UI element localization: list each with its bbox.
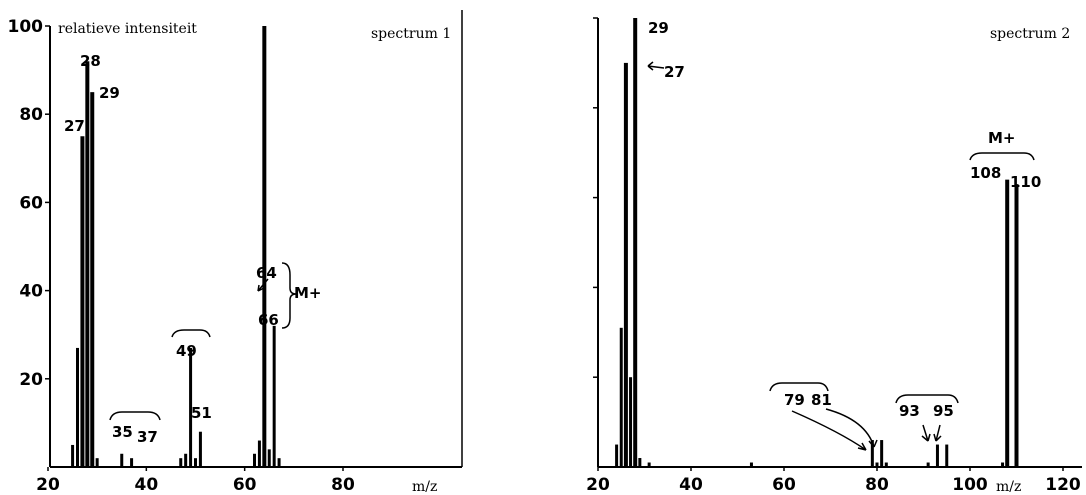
spectrum-2-peak	[870, 440, 874, 467]
peak-label: 27	[664, 63, 685, 81]
spectrum-2-peak	[633, 18, 638, 467]
peak-label: 37	[137, 428, 158, 446]
arrow-64	[257, 278, 269, 292]
peak-label: 27	[64, 117, 85, 135]
spectrum-1-peak	[267, 449, 271, 467]
y-tick-label: 40	[19, 282, 43, 302]
spectrum-1-x-axis-label: m/z	[412, 479, 437, 495]
peak-label: 35	[112, 423, 133, 441]
x-tick-label: 40	[679, 475, 703, 495]
spectrum-2-peak	[1005, 179, 1010, 467]
spectrum-2-peak	[1014, 184, 1019, 467]
spectrum-2-peak	[615, 444, 619, 467]
spectrum-1-peak	[95, 458, 99, 467]
spectrum-2-peak	[884, 462, 888, 467]
peak-label: 93	[899, 402, 920, 420]
x-tick-label: 20	[586, 475, 610, 495]
peak-label: 66	[258, 311, 279, 329]
spectrum-2-peak	[647, 462, 651, 467]
peak-label: M+	[988, 129, 1016, 147]
spectrum-2-peak	[638, 458, 642, 467]
peak-label: 51	[191, 404, 212, 422]
bracket-79-81	[769, 382, 829, 392]
spectrum-2-peak	[629, 377, 633, 467]
bracket-m-plus	[969, 152, 1035, 161]
spectrum-1-peak	[120, 453, 124, 467]
spectrum-1-peak	[189, 347, 193, 467]
y-tick-label: 100	[8, 17, 44, 37]
spectrum-2-title: spectrum 2	[990, 26, 1070, 42]
spectrum-1-peak	[85, 61, 90, 467]
peak-label: M+	[294, 284, 322, 302]
spectrum-2-peak	[1001, 462, 1005, 467]
spectrum-1-peak	[257, 440, 261, 467]
y-tick-label: 60	[19, 193, 43, 213]
x-tick-label: 40	[134, 475, 158, 495]
spectrum-2-peak	[749, 462, 753, 467]
spectrum-1-peak	[76, 347, 79, 467]
spectrum-1-y-axis-label: relatieve intensiteit	[58, 21, 197, 37]
spectrum-1-peak	[262, 26, 267, 467]
spectrum-1-peak	[130, 458, 134, 467]
spectrum-2-panel: 20 40 60 80 100 120 spectrum 2 m/z 29 27 M+ 1…	[586, 17, 1082, 495]
spectrum-2-peak	[945, 444, 949, 467]
x-tick-label: 80	[865, 475, 889, 495]
spectrum-1-peak	[277, 458, 281, 467]
spectrum-1-title: spectrum 1	[371, 26, 451, 42]
x-tick-label: 20	[36, 475, 60, 495]
spectrum-1-peak	[179, 458, 183, 467]
bracket-35-37	[109, 411, 161, 421]
bracket-49	[171, 329, 211, 338]
spectrum-2-peak	[880, 440, 884, 467]
spectrum-1-peak	[90, 92, 95, 468]
bracket-93-95	[895, 394, 959, 404]
spectrum-1-peak	[80, 136, 85, 467]
arrow-79	[791, 410, 867, 451]
peak-label: 79	[784, 391, 805, 409]
peak-label: 49	[176, 342, 197, 360]
spectrum-2-x-axis-label: m/z	[996, 479, 1021, 495]
peak-label: 108	[970, 164, 1001, 182]
spectrum-1-peak	[253, 453, 256, 467]
y-tick-label: 80	[19, 105, 43, 125]
peak-label: 28	[80, 52, 101, 70]
arrow-27	[647, 61, 665, 71]
spectrum-2-peak	[619, 327, 623, 467]
spectrum-1-peak	[272, 325, 276, 467]
x-tick-label: 80	[331, 475, 355, 495]
spectrum-1-panel: 100 80 60 40 20 20 40 60 80 relatieve intensite…	[8, 10, 463, 495]
brace-64-66	[281, 262, 297, 329]
spectrum-1-peak	[71, 444, 75, 467]
peak-label: 64	[256, 264, 277, 282]
peak-label: 95	[933, 402, 954, 420]
peak-label: 29	[99, 84, 120, 102]
spectrum-1-peak	[198, 431, 202, 467]
peak-label: 110	[1010, 173, 1041, 191]
spectrum-2-peak	[875, 462, 879, 467]
spectrum-2-peak	[926, 462, 930, 467]
x-tick-label: 100	[952, 475, 988, 495]
x-tick-label: 60	[233, 475, 257, 495]
spectrum-1-peak	[194, 458, 197, 467]
y-tick-label: 20	[19, 370, 43, 390]
arrow-95	[933, 424, 942, 442]
peak-label: 29	[648, 19, 669, 37]
spectrum-2-peak	[935, 444, 939, 467]
spectrum-2-peak	[623, 62, 628, 468]
arrow-81	[825, 408, 878, 448]
spectrum-1-peak	[184, 453, 188, 467]
x-tick-label: 120	[1045, 475, 1081, 495]
x-tick-label: 60	[772, 475, 796, 495]
arrow-93	[921, 424, 931, 442]
peak-label: 81	[811, 391, 832, 409]
